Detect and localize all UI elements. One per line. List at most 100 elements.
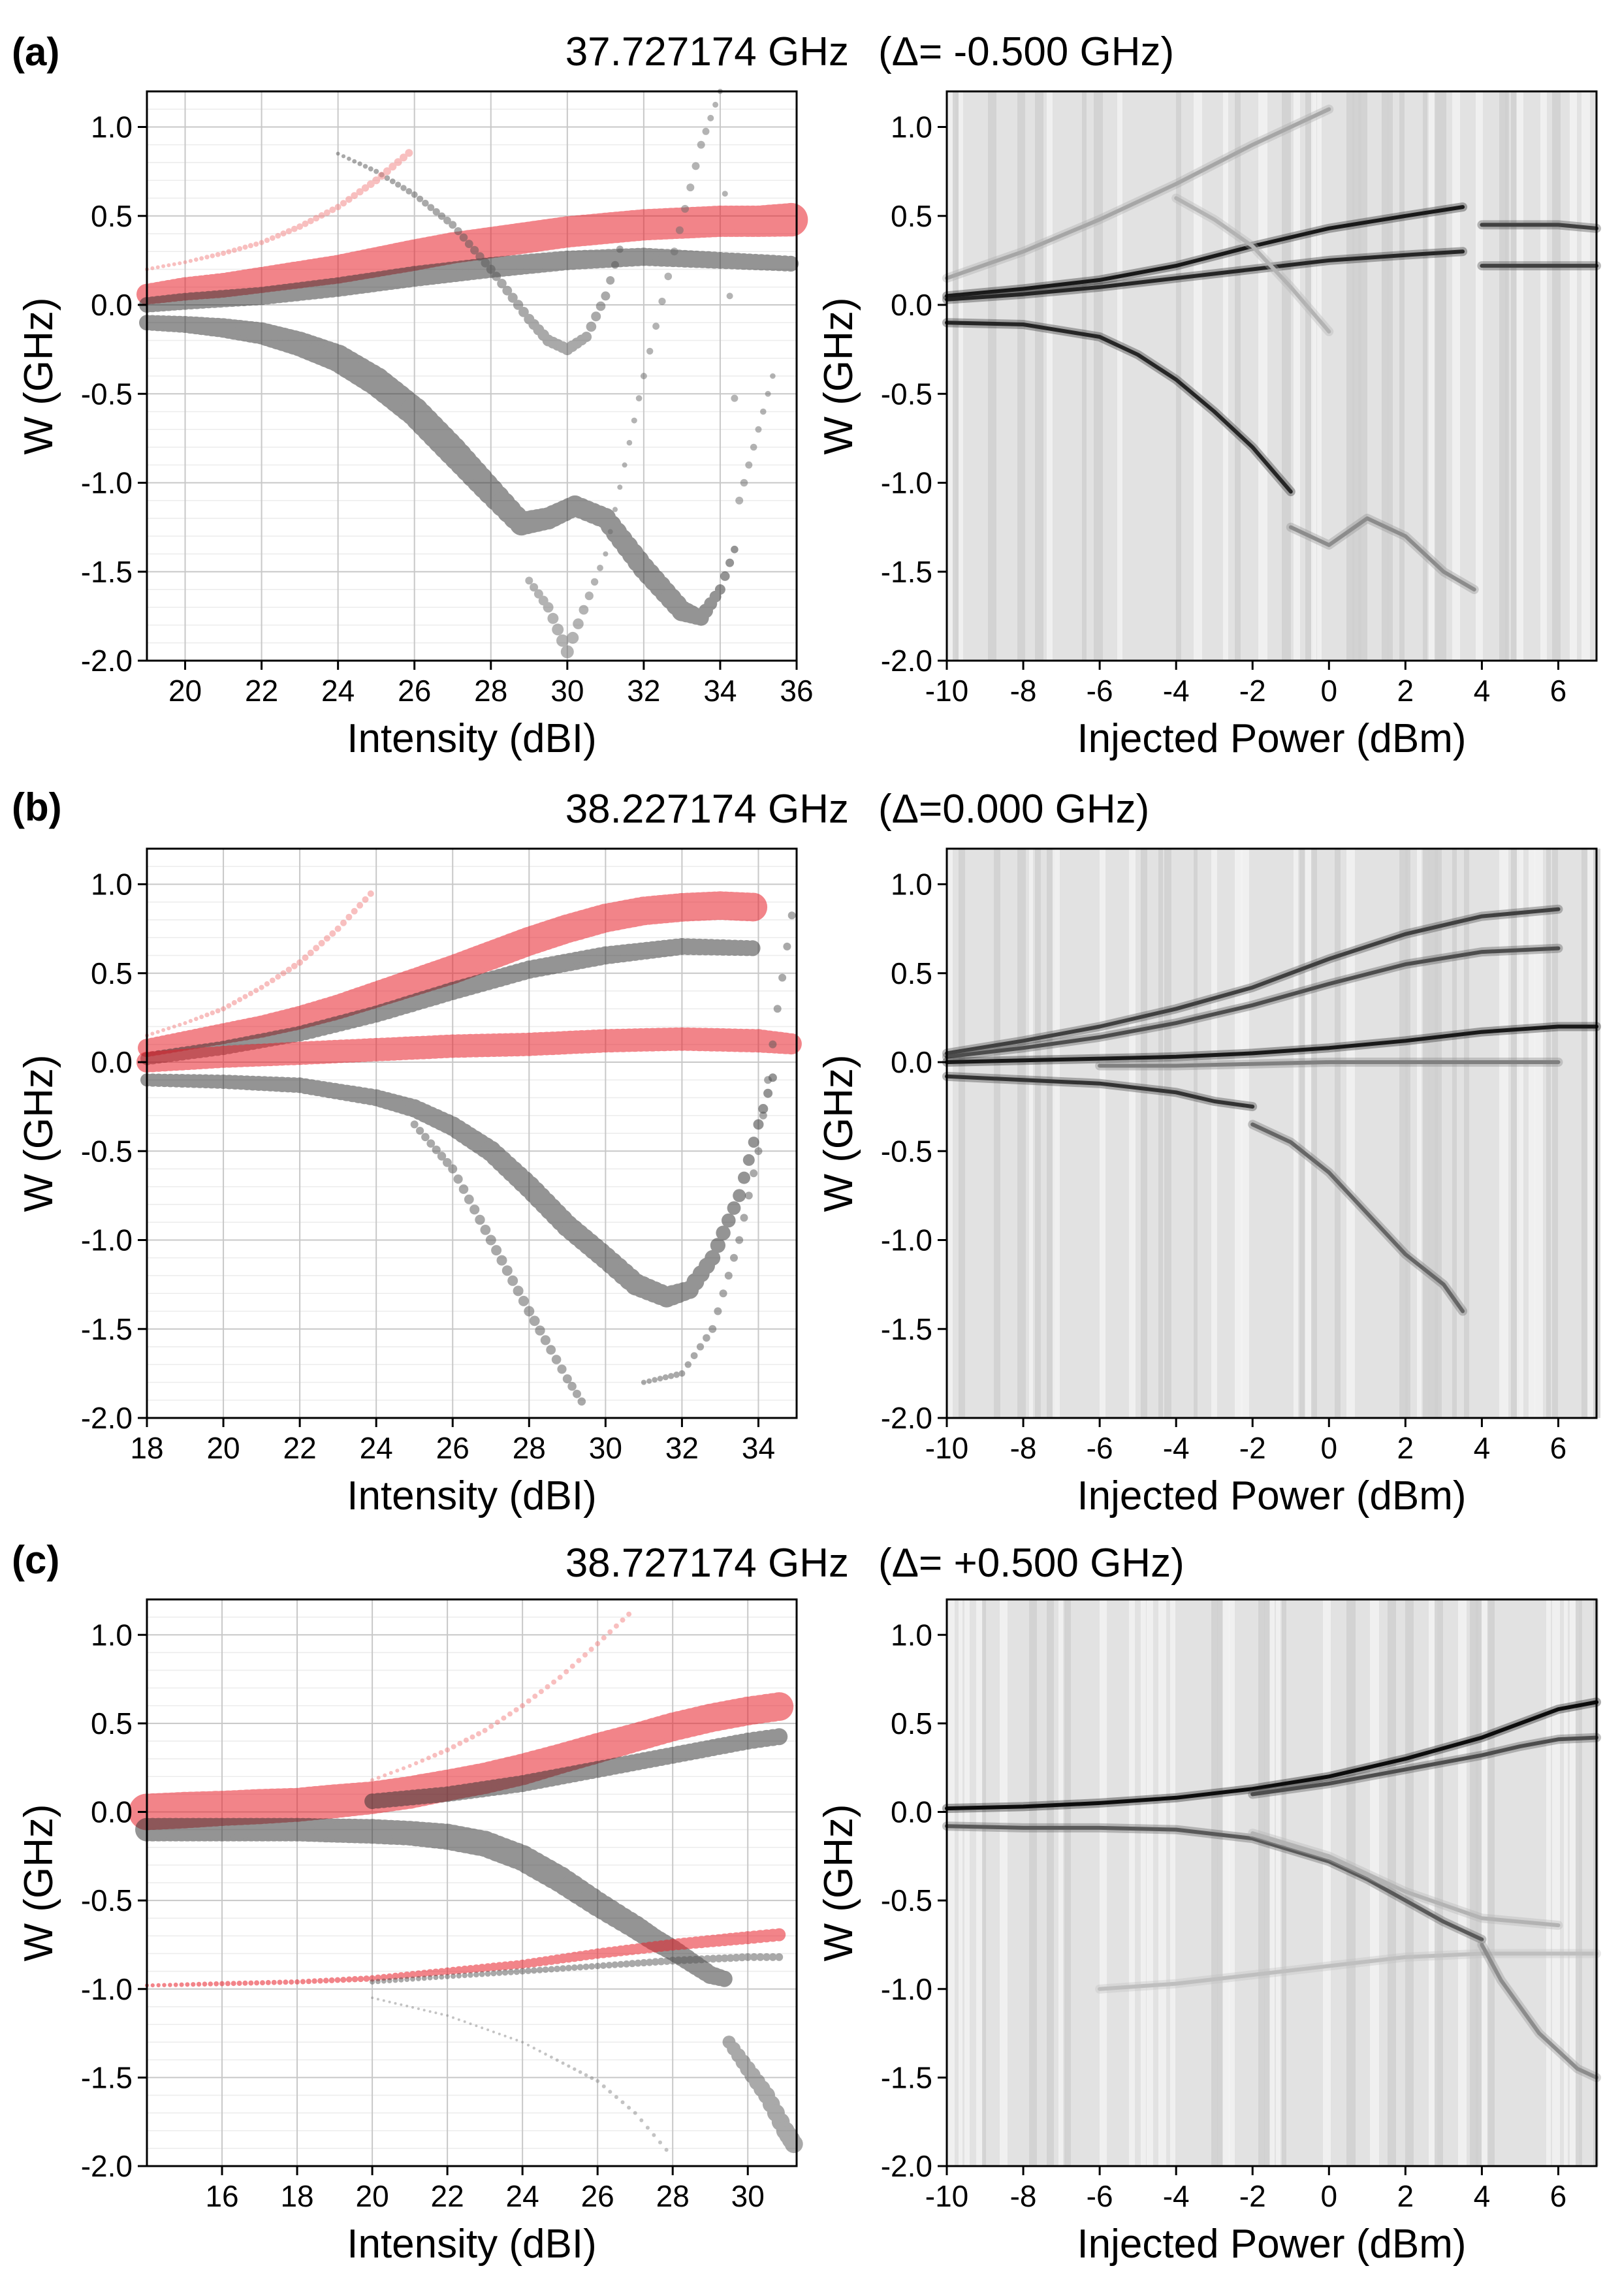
data-point (375, 1979, 381, 1985)
data-point (404, 1977, 410, 1983)
y-tick-label: 1.0 (891, 868, 932, 902)
series-dark-mid (370, 1953, 784, 1985)
data-point (573, 2067, 577, 2071)
data-point (323, 1977, 329, 1984)
data-point (567, 631, 579, 644)
chart-title: 38.727174 GHz (565, 1541, 849, 1586)
data-point (634, 1959, 642, 1967)
y-tick-label: -0.5 (81, 1134, 133, 1168)
data-point (744, 1191, 753, 1200)
data-point (329, 206, 336, 213)
data-point (491, 1245, 502, 1256)
data-point (705, 1250, 721, 1266)
noise-stripe (1546, 849, 1551, 1418)
data-point (520, 1703, 526, 1708)
noise-stripe (1100, 1599, 1107, 2166)
data-point (726, 292, 733, 300)
data-point (640, 1958, 648, 1967)
data-point (414, 1761, 419, 1766)
data-point (445, 1747, 451, 1753)
noise-stripe (1564, 1599, 1568, 2166)
detuning-label: (Δ=0.000 GHz) (878, 787, 1149, 832)
data-point (730, 1253, 738, 1262)
data-point (691, 1955, 700, 1964)
data-point (340, 1977, 347, 1983)
data-point (475, 2024, 478, 2028)
data-point (351, 192, 358, 199)
data-point (546, 1345, 556, 1355)
noise-stripe (1476, 91, 1483, 661)
y-axis-label: W (GHz) (816, 1804, 861, 1961)
noise-stripe (1294, 849, 1298, 1418)
series-dark-right (722, 2036, 803, 2154)
data-point (400, 153, 407, 162)
data-point (626, 1611, 632, 1617)
data-point (407, 1764, 412, 1768)
noise-stripe (982, 1599, 986, 2166)
x-tick-label: 28 (513, 1431, 546, 1465)
plot-frame (146, 847, 798, 1419)
data-point (573, 1389, 581, 1398)
data-point (686, 183, 695, 192)
data-point (362, 164, 368, 169)
data-point (490, 1970, 497, 1977)
y-tick-label: -2.0 (881, 1401, 932, 1435)
noise-stripe (1029, 1599, 1037, 2166)
panel-label: (c) (12, 1538, 59, 1582)
data-point (388, 2000, 391, 2004)
series-red-faint (370, 1611, 632, 1782)
data-point (386, 1973, 393, 1981)
data-point (373, 168, 379, 174)
data-point (328, 1977, 335, 1983)
series-dark-steep (525, 89, 776, 659)
data-point (432, 1145, 441, 1154)
data-point (567, 2064, 571, 2068)
data-point (434, 2011, 437, 2015)
data-point (763, 1953, 771, 1961)
noise-stripe (1576, 1599, 1582, 2166)
x-axis-label: Intensity (dBI) (347, 716, 596, 761)
noise-stripe (1388, 1599, 1396, 2166)
x-tick-label: 6 (1550, 1431, 1567, 1465)
data-point (556, 634, 569, 647)
data-point (334, 1977, 341, 1983)
panel-a: (a) 37.727174 GHz (Δ= -0.500 GHz)20 22 24 26 2… (12, 29, 1601, 761)
data-point (573, 618, 584, 629)
data-point (421, 1975, 427, 1981)
trace-faint-mid (1174, 196, 1331, 334)
data-point (498, 2032, 501, 2036)
data-point (380, 1974, 387, 1981)
data-point (652, 1377, 658, 1383)
data-point (475, 252, 485, 261)
data-point (352, 159, 357, 164)
data-point (357, 902, 364, 909)
data-point (161, 264, 166, 268)
data-point (635, 395, 643, 401)
data-point (486, 2028, 490, 2032)
data-point (771, 1728, 788, 1746)
data-point (773, 1005, 782, 1013)
data-point (405, 188, 413, 195)
data-point (196, 1981, 202, 1987)
data-point (479, 1971, 485, 1977)
data-point (459, 233, 468, 242)
data-point (599, 1962, 607, 1969)
plot-frame (146, 1598, 798, 2167)
data-point (607, 1629, 613, 1635)
noise-stripe (1282, 1599, 1286, 2166)
data-point (443, 216, 451, 225)
y-tick-label: -1.0 (81, 1223, 133, 1257)
data-point (376, 1998, 379, 2001)
data-point (744, 940, 761, 956)
data-point (595, 1641, 601, 1646)
data-point (437, 1968, 446, 1976)
data-point (601, 2084, 606, 2088)
data-point (577, 1397, 586, 1406)
data-point (226, 1003, 232, 1009)
data-point (389, 1770, 393, 1775)
data-point (756, 1953, 765, 1961)
noise-stripe (1382, 91, 1388, 661)
data-point (759, 1111, 767, 1120)
noise-stripe (1264, 1599, 1269, 2166)
noise-stripe (1017, 849, 1026, 1418)
